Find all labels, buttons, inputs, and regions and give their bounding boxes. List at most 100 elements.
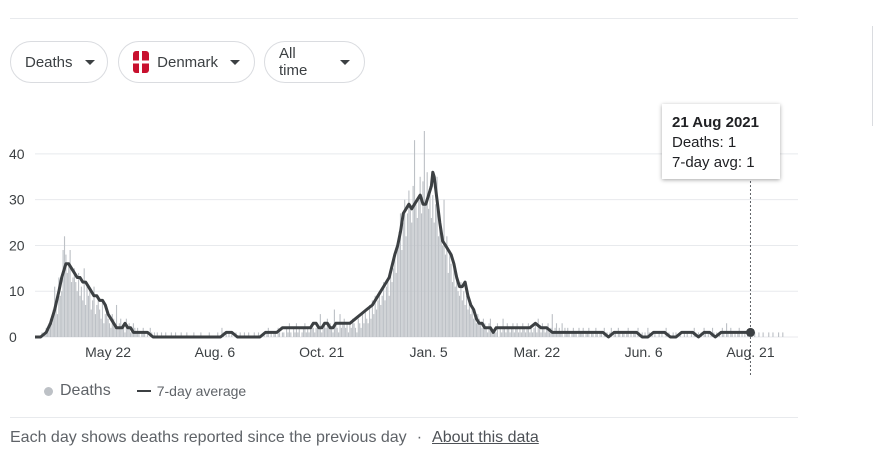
x-tick-label: Aug. 6 [195, 344, 236, 360]
death-bar [294, 332, 296, 337]
death-bar [451, 282, 454, 337]
death-bar [243, 332, 245, 337]
death-bar [440, 227, 442, 337]
death-bar [304, 323, 306, 337]
country-dropdown-label: Denmark [157, 53, 218, 71]
death-bar [297, 332, 299, 337]
death-bar [523, 327, 525, 337]
death-bar [128, 323, 130, 337]
death-bar [377, 300, 379, 337]
chevron-down-icon [84, 59, 95, 65]
death-bar [623, 332, 625, 337]
death-bar [630, 332, 632, 337]
death-bar [520, 332, 522, 337]
death-bar [101, 300, 104, 337]
death-bar [350, 327, 352, 337]
death-bar [58, 277, 60, 337]
death-bar [366, 318, 368, 337]
death-bar [711, 327, 714, 337]
death-bar [495, 332, 497, 337]
death-bar [461, 300, 463, 337]
legend-line-icon [136, 390, 151, 392]
death-bar [335, 323, 337, 337]
death-bar [308, 332, 310, 337]
about-data-link[interactable]: About this data [432, 429, 539, 446]
death-bar [619, 332, 621, 337]
metric-dropdown[interactable]: Deaths [10, 41, 108, 83]
death-bar [478, 318, 480, 337]
death-bar [392, 268, 394, 337]
death-bar [444, 254, 447, 337]
death-bar [416, 217, 418, 337]
death-bar [772, 332, 774, 337]
death-bar [368, 304, 371, 337]
death-bar [118, 323, 120, 337]
death-bar [433, 222, 435, 337]
death-bar [548, 332, 551, 337]
death-bar [307, 327, 309, 337]
death-bar [87, 295, 89, 337]
death-bar [312, 327, 314, 337]
death-bar [591, 332, 593, 337]
death-bar [225, 332, 227, 337]
y-tick-label: 30 [9, 192, 25, 208]
death-bar [496, 323, 499, 337]
tooltip-average: 7-day avg: 1 [672, 154, 755, 171]
death-bar [186, 332, 188, 337]
death-bar [56, 314, 59, 337]
death-bar [340, 327, 342, 337]
chart-legend: Deaths 7-day average [44, 382, 246, 400]
death-bar [726, 323, 728, 337]
death-bar [83, 268, 85, 337]
range-dropdown[interactable]: All time [264, 41, 365, 83]
average-line [35, 170, 751, 339]
death-bar [758, 332, 760, 337]
death-bar [585, 332, 587, 337]
death-bar [89, 291, 91, 337]
death-bar [492, 332, 494, 337]
death-bar [449, 250, 451, 337]
deaths-chart[interactable]: 0 10 20 30 40 May 22 Aug. 6 Oct. 21 Jan. 5 Mar. 2… [0, 95, 874, 380]
death-bar [529, 332, 531, 337]
metric-dropdown-label: Deaths [25, 53, 73, 71]
death-bar [516, 323, 518, 337]
death-bar [460, 282, 462, 337]
death-bar [453, 268, 455, 337]
death-bar [413, 140, 416, 337]
death-bar [430, 217, 432, 337]
death-bar [463, 291, 465, 337]
death-bar [286, 327, 288, 337]
death-bar [97, 295, 99, 337]
y-tick-label: 40 [9, 146, 25, 162]
death-bar [66, 272, 68, 337]
x-tick-label: Mar. 22 [513, 344, 560, 360]
death-bar [467, 309, 469, 337]
death-bar [579, 332, 581, 337]
country-dropdown[interactable]: Denmark [118, 41, 255, 83]
death-bar [170, 332, 172, 337]
death-bar [144, 332, 146, 337]
death-bar [69, 250, 71, 337]
death-bar [439, 217, 441, 337]
death-bar [398, 231, 400, 337]
death-bar [426, 172, 428, 337]
x-tick-label: Jun. 6 [625, 344, 663, 360]
death-bar [293, 327, 295, 337]
death-bar [228, 332, 230, 337]
death-bar [48, 323, 50, 337]
death-bar [347, 332, 350, 337]
death-bar [281, 332, 283, 337]
death-bar [533, 327, 535, 337]
death-bar [124, 332, 126, 337]
death-bar [474, 309, 476, 337]
death-bar [647, 327, 649, 337]
death-bar [561, 323, 563, 337]
death-bar [741, 332, 743, 337]
death-bar [622, 332, 624, 337]
death-bar [437, 236, 439, 337]
legend-average-label: 7-day average [156, 383, 247, 399]
death-bar [93, 286, 95, 337]
death-bar [345, 327, 347, 337]
death-bar [360, 327, 362, 337]
tooltip-date: 21 Aug 2021 [672, 114, 759, 131]
